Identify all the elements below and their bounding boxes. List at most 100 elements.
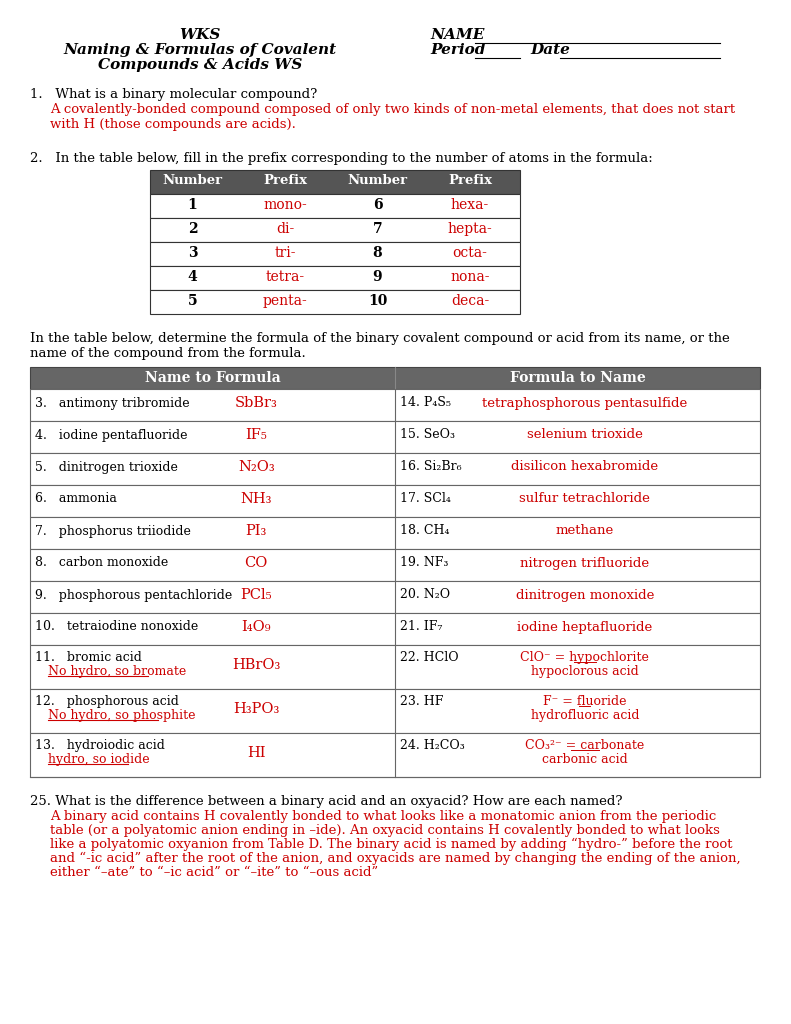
Bar [150,218,520,242]
Text: nona-: nona- [450,270,490,284]
Text: penta-: penta- [263,294,308,308]
Text: Naming & Formulas of Covalent: Naming & Formulas of Covalent [63,43,336,57]
Text: tetra-: tetra- [266,270,305,284]
Text: 8: 8 [373,246,382,260]
Text: disilicon hexabromide: disilicon hexabromide [511,461,658,473]
Text: WKS: WKS [180,28,221,42]
Bar [30,453,760,485]
Text: 15. SeO₃: 15. SeO₃ [400,428,455,441]
Text: NAME: NAME [430,28,484,42]
Text: mono-: mono- [263,198,307,212]
Text: 10: 10 [368,294,387,308]
Text: methane: methane [555,524,614,538]
Text: 5.   dinitrogen trioxide: 5. dinitrogen trioxide [35,461,178,473]
Bar [30,517,760,549]
Text: PCl₅: PCl₅ [240,588,272,602]
Text: ClO⁻ = hypochlorite: ClO⁻ = hypochlorite [520,651,649,664]
Text: 4: 4 [187,270,198,284]
Text: 19. NF₃: 19. NF₃ [400,556,448,569]
Text: 13.   hydroiodic acid: 13. hydroiodic acid [35,739,165,752]
Text: In the table below, determine the formula of the binary covalent compound or aci: In the table below, determine the formul… [30,332,730,345]
Text: CO: CO [244,556,268,570]
Text: 16. Si₂Br₆: 16. Si₂Br₆ [400,461,462,473]
Text: Formula to Name: Formula to Name [509,371,645,385]
Text: 3.   antimony tribromide: 3. antimony tribromide [35,396,190,410]
Bar [30,549,760,581]
Text: deca-: deca- [451,294,489,308]
Text: No hydro, so phosphite: No hydro, so phosphite [48,709,195,722]
Text: PI₃: PI₃ [246,524,267,538]
Text: either “–ate” to “–ic acid” or “–ite” to “–ous acid”: either “–ate” to “–ic acid” or “–ite” to… [50,866,378,879]
Text: 18. CH₄: 18. CH₄ [400,524,449,538]
Text: 9: 9 [373,270,382,284]
Bar [30,485,760,517]
Text: 11.   bromic acid: 11. bromic acid [35,651,142,664]
Text: selenium trioxide: selenium trioxide [527,428,643,441]
Text: octa-: octa- [452,246,487,260]
Text: 1: 1 [187,198,198,212]
Text: Compounds & Acids WS: Compounds & Acids WS [98,58,302,72]
Text: 6.   ammonia: 6. ammonia [35,493,117,506]
Text: 2: 2 [187,222,197,236]
Text: with H (those compounds are acids).: with H (those compounds are acids). [50,118,296,131]
Text: A covalently-bonded compound composed of only two kinds of non-metal elements, t: A covalently-bonded compound composed of… [50,103,735,116]
Text: 2.   In the table below, fill in the prefix corresponding to the number of atoms: 2. In the table below, fill in the prefi… [30,152,653,165]
Text: carbonic acid: carbonic acid [542,753,628,766]
Bar [30,733,760,777]
Text: tri-: tri- [274,246,296,260]
Text: hexa-: hexa- [451,198,489,212]
Text: and “-ic acid” after the root of the anion, and oxyacids are named by changing t: and “-ic acid” after the root of the ani… [50,852,740,865]
Text: 10.   tetraiodine nonoxide: 10. tetraiodine nonoxide [35,621,199,634]
Text: 4.   iodine pentafluoride: 4. iodine pentafluoride [35,428,187,441]
Bar [30,581,760,613]
Text: N₂O₃: N₂O₃ [238,460,274,474]
Text: 24. H₂CO₃: 24. H₂CO₃ [400,739,465,752]
Text: 8.   carbon monoxide: 8. carbon monoxide [35,556,168,569]
Text: 21. IF₇: 21. IF₇ [400,621,442,634]
Text: nitrogen trifluoride: nitrogen trifluoride [520,556,649,569]
Bar [30,613,760,645]
Bar [30,689,760,733]
Bar [150,290,520,314]
Text: A binary acid contains H covalently bonded to what looks like a monatomic anion : A binary acid contains H covalently bond… [50,810,716,823]
Text: 12.   phosphorous acid: 12. phosphorous acid [35,695,179,708]
Text: NH₃: NH₃ [240,492,272,506]
Text: F⁻ = fluoride: F⁻ = fluoride [543,695,626,708]
Text: SbBr₃: SbBr₃ [235,396,278,410]
Bar [150,194,520,218]
Text: Prefix: Prefix [263,174,307,187]
Bar [30,645,760,689]
Text: 7.   phosphorus triiodide: 7. phosphorus triiodide [35,524,191,538]
Text: 20. N₂O: 20. N₂O [400,589,450,601]
Text: name of the compound from the formula.: name of the compound from the formula. [30,347,306,360]
Text: hepta-: hepta- [448,222,492,236]
Bar [150,266,520,290]
Text: H₃PO₃: H₃PO₃ [233,702,279,716]
Text: hydrofluoric acid: hydrofluoric acid [531,709,639,722]
Text: di-: di- [276,222,294,236]
Text: I₄O₉: I₄O₉ [241,620,271,634]
Text: 3: 3 [187,246,197,260]
Text: 9.   phosphorous pentachloride: 9. phosphorous pentachloride [35,589,233,601]
Bar [30,421,760,453]
Text: Date: Date [530,43,570,57]
Text: No hydro, so bromate: No hydro, so bromate [48,665,186,678]
Text: Number: Number [347,174,407,187]
Text: Period: Period [430,43,486,57]
Bar [30,367,760,389]
Text: 25. What is the difference between a binary acid and an oxyacid? How are each na: 25. What is the difference between a bin… [30,795,623,808]
Text: hypoclorous acid: hypoclorous acid [531,665,638,678]
Bar [30,389,760,421]
Text: HI: HI [247,746,266,760]
Text: IF₅: IF₅ [245,428,267,442]
Text: table (or a polyatomic anion ending in –ide). An oxyacid contains H covalently b: table (or a polyatomic anion ending in –… [50,824,720,837]
Bar [150,242,520,266]
Text: 14. P₄S₅: 14. P₄S₅ [400,396,451,410]
Text: tetraphosphorous pentasulfide: tetraphosphorous pentasulfide [483,396,687,410]
Text: hydro, so iodide: hydro, so iodide [48,753,149,766]
Text: 5: 5 [187,294,197,308]
Text: 1.   What is a binary molecular compound?: 1. What is a binary molecular compound? [30,88,317,101]
Text: dinitrogen monoxide: dinitrogen monoxide [516,589,654,601]
Text: 17. SCl₄: 17. SCl₄ [400,493,451,506]
Text: sulfur tetrachloride: sulfur tetrachloride [520,493,650,506]
